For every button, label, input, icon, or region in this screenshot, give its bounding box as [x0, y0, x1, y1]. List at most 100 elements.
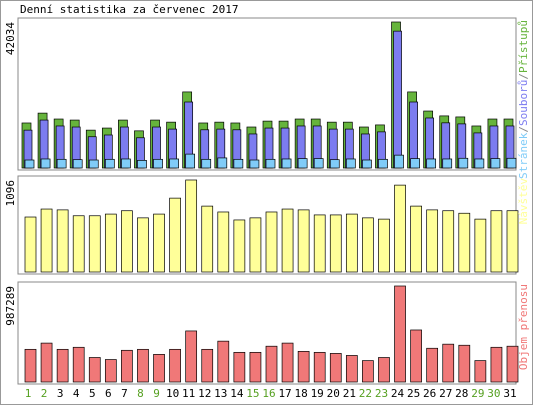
bar: [474, 218, 487, 273]
bar: [281, 208, 294, 273]
y-tick-label: 42034: [4, 22, 17, 55]
chart-title: Denní statistika za červenec 2017: [20, 3, 239, 16]
bar: [72, 346, 85, 383]
bar: [362, 360, 374, 383]
x-tick-label: 18: [295, 387, 308, 400]
x-tick-label: 6: [105, 387, 112, 400]
x-tick-label: 7: [121, 387, 128, 400]
bar: [56, 209, 69, 273]
legend-entry: Objem přenosu: [517, 284, 530, 370]
bar: [329, 214, 342, 273]
bar: [185, 179, 198, 273]
bar: [217, 211, 230, 273]
bar: [249, 159, 260, 169]
bar: [153, 354, 165, 383]
x-tick-label: 22: [359, 387, 372, 400]
bar: [137, 160, 147, 169]
bar: [233, 219, 246, 273]
bar: [153, 158, 163, 169]
bar: [121, 158, 131, 169]
bar: [265, 345, 278, 383]
bar: [56, 158, 67, 169]
bar: [56, 348, 69, 383]
bar: [217, 157, 228, 169]
bar: [490, 346, 503, 383]
bar: [169, 348, 181, 383]
bar: [345, 355, 358, 383]
x-tick-label: 15: [246, 387, 259, 400]
x-tick-label: 29: [471, 387, 484, 400]
x-tick-label: 31: [503, 387, 516, 400]
bar: [506, 345, 519, 383]
x-tick-label: 20: [327, 387, 340, 400]
x-tick-label: 12: [198, 387, 211, 400]
bar: [409, 101, 418, 169]
bar: [313, 351, 326, 383]
bar: [24, 216, 37, 273]
x-tick-label: 16: [262, 387, 275, 400]
legend-separator: /: [517, 73, 530, 80]
x-tick-label: 5: [89, 387, 96, 400]
bar: [394, 184, 406, 273]
x-tick-label: 26: [423, 387, 436, 400]
x-tick-label: 14: [230, 387, 244, 400]
bar: [458, 344, 471, 383]
bar: [185, 330, 198, 383]
legend-entry: Stránek: [517, 132, 530, 179]
bar: [104, 158, 115, 169]
bar: [265, 211, 278, 273]
x-tick-label: 11: [182, 387, 195, 400]
bar: [329, 353, 342, 383]
legend-entry: Přístupů: [517, 20, 530, 73]
bar: [201, 158, 212, 169]
bar: [345, 158, 356, 169]
bar: [378, 158, 388, 169]
bar: [378, 357, 390, 383]
bar: [458, 212, 471, 273]
bar: [362, 159, 372, 169]
bar: [297, 158, 308, 169]
x-tick-label: 24: [391, 387, 405, 400]
bar: [88, 215, 101, 273]
bar: [506, 157, 517, 169]
bar: [249, 351, 262, 383]
bar: [426, 158, 437, 169]
bar: [490, 158, 501, 169]
bar: [394, 154, 404, 169]
bar: [265, 158, 276, 169]
bar: [426, 347, 439, 383]
bar: [88, 159, 99, 169]
x-tick-label: 28: [455, 387, 468, 400]
bar: [506, 210, 519, 273]
legend: Objem přenosu: [517, 284, 530, 370]
bar: [153, 213, 165, 273]
x-tick-label: 4: [73, 387, 80, 400]
bar: [490, 210, 503, 273]
bar: [410, 205, 422, 273]
y-tick-label: 987289: [4, 286, 17, 326]
y-tick-label: 1096: [4, 180, 17, 207]
legend-separator: /: [517, 126, 530, 133]
bar: [281, 342, 294, 383]
bar: [410, 329, 422, 383]
bar: [104, 213, 117, 273]
bar: [201, 205, 214, 273]
x-tick-label: 19: [311, 387, 324, 400]
bar: [217, 340, 230, 383]
bar: [313, 214, 326, 273]
x-tick-label: 17: [278, 387, 291, 400]
bar: [297, 351, 310, 383]
bar: [362, 217, 374, 273]
bar: [378, 218, 390, 273]
bar: [345, 213, 358, 273]
bar: [313, 158, 324, 169]
x-tick-label: 1: [25, 387, 32, 400]
x-tick-label: 13: [214, 387, 227, 400]
bar: [24, 159, 35, 169]
bar: [40, 208, 53, 273]
bar: [88, 357, 101, 383]
bar: [394, 285, 406, 383]
legend: Stránek/Souborů/Přístupů: [517, 20, 530, 179]
bar: [185, 153, 196, 169]
bar: [393, 30, 402, 169]
